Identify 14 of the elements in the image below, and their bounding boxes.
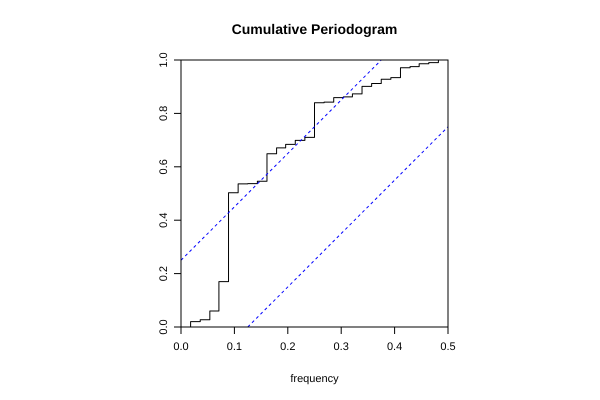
y-tick-label: 0.4: [158, 212, 170, 228]
y-tick-label: 0.0: [158, 319, 170, 335]
x-tick-label: 0.5: [440, 341, 456, 353]
x-tick-label: 0.3: [334, 341, 349, 353]
chart-title: Cumulative Periodogram: [232, 21, 398, 37]
y-tick-label: 0.2: [158, 266, 170, 282]
x-tick-label: 0.4: [386, 341, 402, 353]
x-tick-label: 0.0: [173, 341, 189, 353]
y-tick-label: 1.0: [158, 52, 170, 68]
y-tick-label: 0.8: [158, 106, 170, 122]
x-tick-label: 0.1: [226, 341, 242, 353]
x-tick-label: 0.2: [280, 341, 296, 353]
x-axis-title: frequency: [290, 373, 340, 385]
y-tick-label: 0.6: [158, 159, 170, 174]
